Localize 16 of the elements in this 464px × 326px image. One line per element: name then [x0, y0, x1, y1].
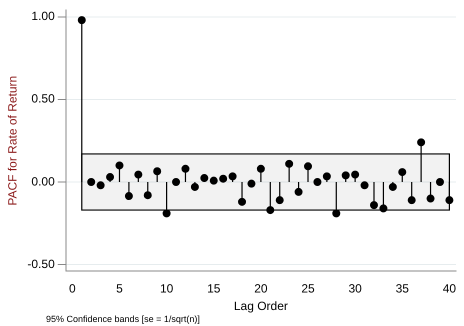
x-axis-title: Lag Order [234, 299, 288, 314]
x-tick-label: 15 [207, 282, 221, 296]
y-axis-title: PACF for Rate of Return [6, 76, 20, 206]
x-tick-label: 40 [442, 282, 456, 296]
text: 95% Confidence bands [se = 1/sqrt(n)] [46, 314, 200, 324]
x-tick-label: 30 [348, 282, 362, 296]
x-tick-label: 35 [396, 282, 410, 296]
x-tick-label: 5 [116, 282, 124, 296]
x-tick-label: 10 [160, 282, 174, 296]
y-tick-label: 1.00 [31, 9, 56, 24]
x-tick-label: 20 [254, 282, 268, 296]
y-tick-label: -0.50 [27, 256, 56, 271]
x-tick-label: 25 [301, 282, 315, 296]
x-tick-label: 0 [69, 282, 76, 296]
y-tick-label: 0.00 [31, 174, 56, 188]
y-tick-label: 0.50 [31, 92, 56, 106]
